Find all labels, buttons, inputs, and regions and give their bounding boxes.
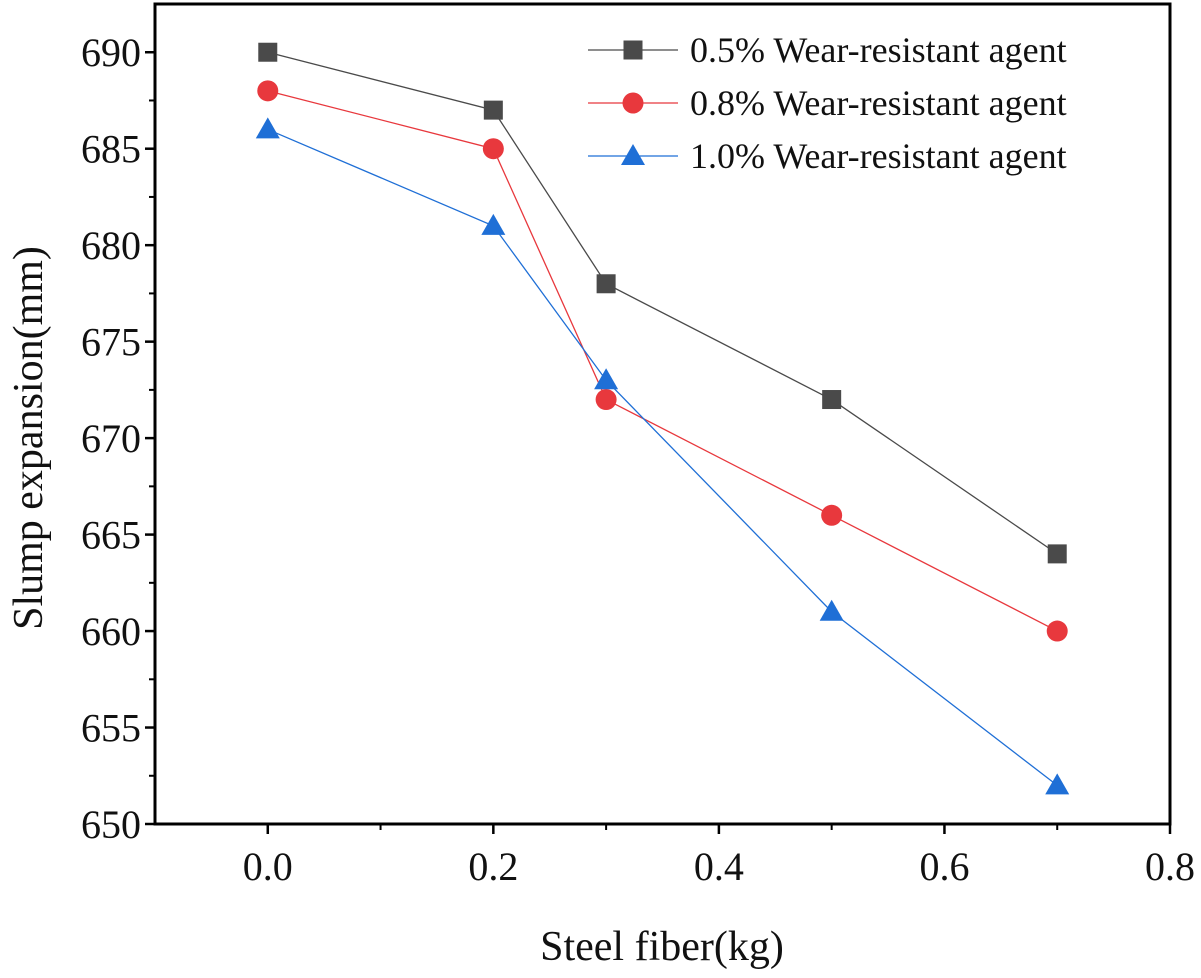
x-tick-label: 0.4 <box>694 844 744 889</box>
series-3 <box>255 117 1070 795</box>
series-line <box>267 51 1058 555</box>
data-point <box>481 213 506 235</box>
y-tick-label: 690 <box>81 30 141 75</box>
legend-item: 0.8% Wear-resistant agent <box>588 83 1067 123</box>
x-tick-label: 0.8 <box>1145 844 1195 889</box>
data-point <box>483 100 503 120</box>
y-axis-title: Slump expansion(mm) <box>6 246 52 630</box>
legend-marker <box>623 40 643 60</box>
data-point <box>596 274 616 294</box>
y-tick-label: 685 <box>81 127 141 172</box>
data-point <box>1047 544 1067 564</box>
y-tick-label: 675 <box>81 320 141 365</box>
y-tick-label: 665 <box>81 513 141 558</box>
series-line <box>267 128 1058 786</box>
legend-item: 1.0% Wear-resistant agent <box>588 136 1067 176</box>
legend-marker <box>621 144 645 165</box>
data-point <box>258 42 278 62</box>
y-tick-label: 680 <box>81 223 141 268</box>
data-point <box>819 599 844 621</box>
y-tick-label: 660 <box>81 609 141 654</box>
x-tick-label: 0.6 <box>919 844 969 889</box>
series-2 <box>257 80 1068 642</box>
legend-marker <box>622 92 644 114</box>
y-tick-label: 670 <box>81 416 141 461</box>
data-point <box>821 504 843 526</box>
legend-label: 1.0% Wear-resistant agent <box>690 136 1067 176</box>
series-1 <box>258 42 1067 564</box>
y-tick-label: 650 <box>81 802 141 847</box>
data-point <box>822 390 842 410</box>
data-point <box>595 389 617 411</box>
data-point <box>255 117 280 139</box>
x-tick-label: 0.2 <box>468 844 518 889</box>
data-point <box>1045 773 1070 795</box>
x-tick-label: 0.0 <box>243 844 293 889</box>
legend-label: 0.5% Wear-resistant agent <box>690 30 1067 70</box>
x-axis-title: Steel fiber(kg) <box>540 924 784 970</box>
data-point <box>594 368 619 390</box>
y-tick-label: 655 <box>81 706 141 751</box>
plot-frame <box>153 2 1172 826</box>
data-point <box>257 80 279 102</box>
data-point <box>1046 620 1068 642</box>
legend-item: 0.5% Wear-resistant agent <box>588 30 1067 70</box>
legend-label: 0.8% Wear-resistant agent <box>690 83 1067 123</box>
data-point <box>482 138 504 160</box>
